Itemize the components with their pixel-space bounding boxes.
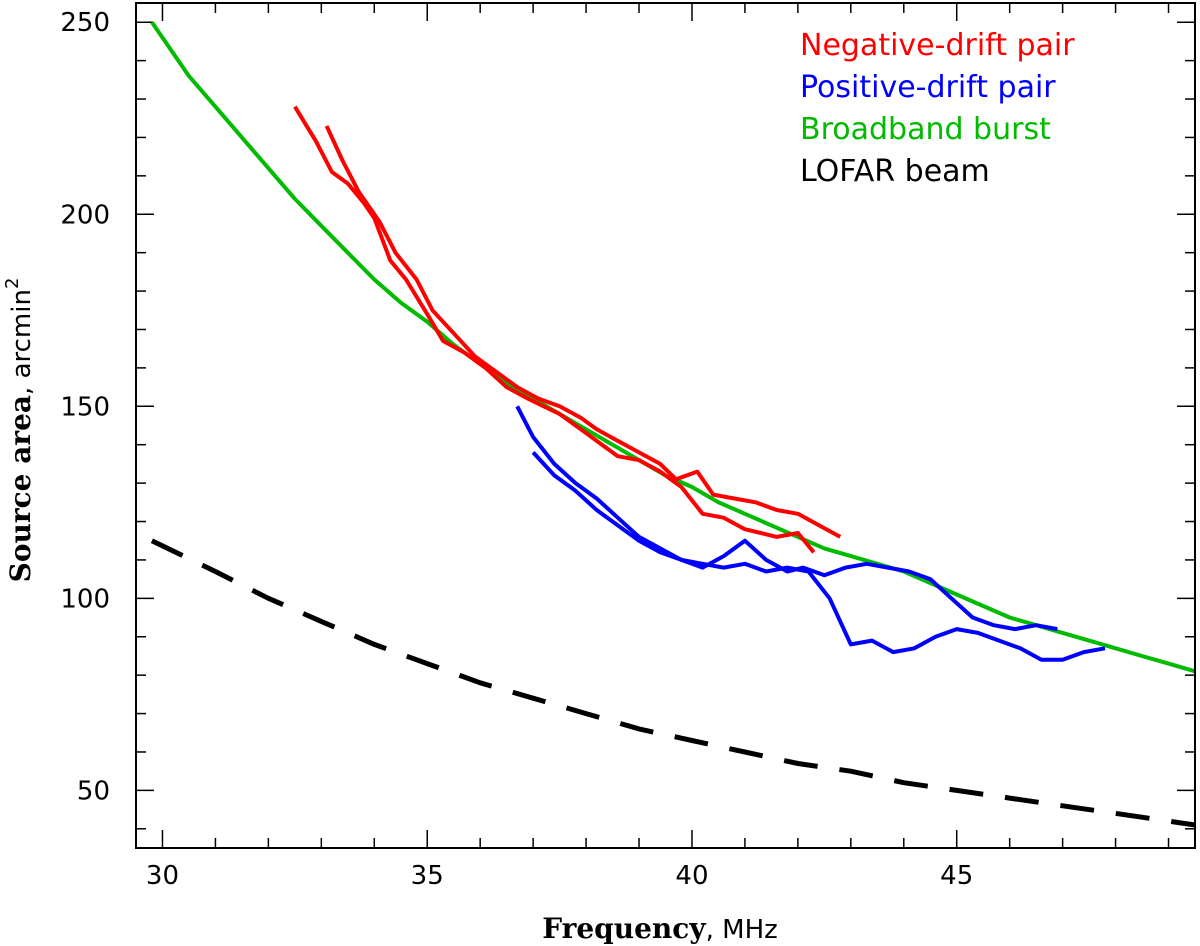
y-tick-label: 250 [60, 8, 110, 38]
x-axis-comma: , [706, 915, 723, 945]
series-layer [150, 21, 1196, 828]
y-axis-comma: , [7, 378, 37, 395]
x-tick-label: 35 [411, 861, 444, 891]
x-tick-label: 30 [146, 861, 179, 891]
legend-entry-positive-drift: Positive-drift pair [800, 70, 1056, 105]
x-axis-title: Frequency [542, 912, 706, 945]
legend-entry-negative-drift: Negative-drift pair [800, 28, 1075, 63]
y-tick-labels: 50 100 150 200 250 [60, 8, 110, 806]
y-tick-label: 100 [60, 584, 110, 614]
plot-frame [135, 2, 1196, 849]
legend-entry-broadband-burst: Broadband burst [800, 112, 1051, 147]
series-line-lofar-beam-5 [150, 538, 1196, 828]
x-axis-label: Frequency, MHz [542, 912, 778, 945]
minor-ticks [136, 3, 1195, 848]
y-axis-unit: arcmin [7, 289, 37, 378]
series-line-positive-drift-pair-2 [515, 405, 1058, 632]
x-axis-unit: MHz [722, 915, 778, 945]
series-line-negative-drift-pair-0 [293, 105, 816, 554]
series-line-negative-drift-pair-1 [324, 125, 842, 539]
y-tick-label: 200 [60, 200, 110, 230]
x-tick-label: 45 [940, 861, 973, 891]
x-tick-label: 40 [675, 861, 708, 891]
series-line-broadband-burst-4 [150, 21, 1196, 674]
major-ticks [136, 3, 1195, 848]
legend-entry-lofar-beam: LOFAR beam [800, 154, 990, 189]
y-axis-label: Source area, arcmin2 [2, 278, 37, 583]
y-tick-label: 150 [60, 392, 110, 422]
legend: Negative-drift pair Positive-drift pair … [800, 28, 1075, 189]
y-tick-label: 50 [77, 776, 110, 806]
series-line-positive-drift-pair-3 [531, 451, 1106, 662]
x-tick-labels: 30 35 40 45 [146, 861, 973, 891]
y-axis-unit-superscript: 2 [2, 278, 23, 289]
y-axis-title: Source area [4, 395, 37, 582]
